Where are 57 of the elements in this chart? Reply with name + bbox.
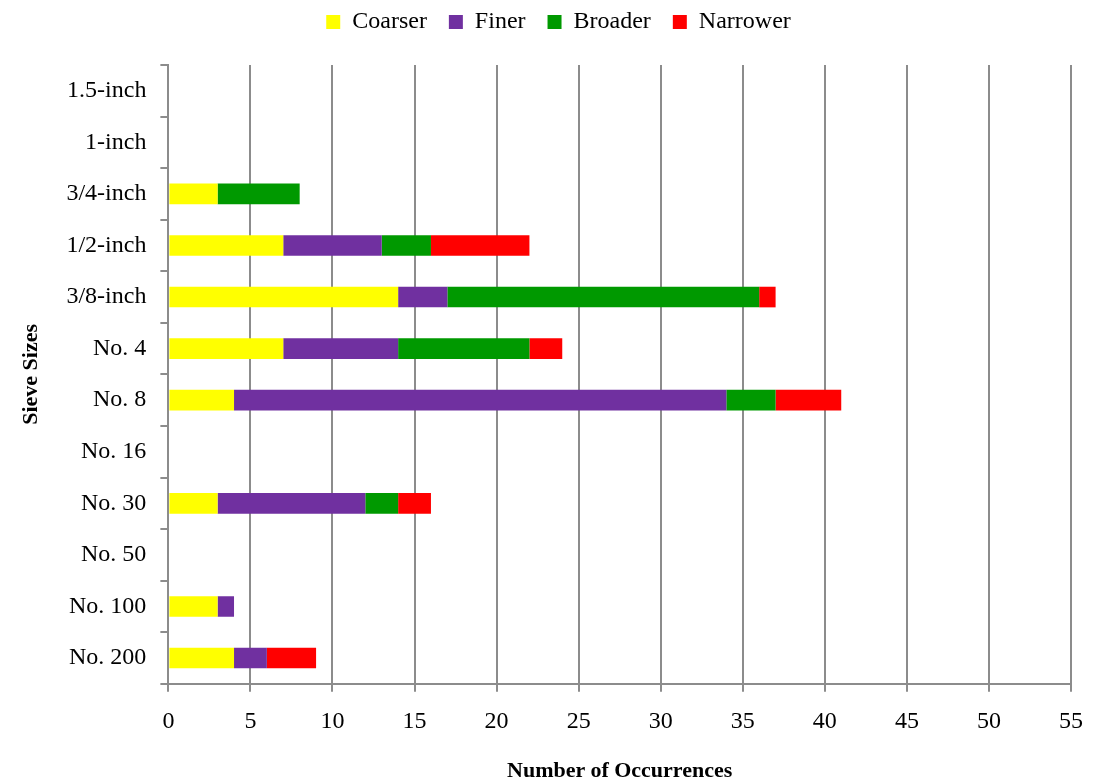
bar (381, 235, 431, 256)
bar (217, 596, 235, 617)
legend-label: Narrower (698, 7, 791, 34)
y-tick-label: 1-inch (85, 127, 147, 154)
legend-label: Coarser (352, 7, 427, 34)
bar (283, 338, 399, 359)
bar (169, 338, 284, 359)
y-tick-label: No. 16 (81, 437, 147, 464)
y-tick-label: 1/2-inch (66, 230, 147, 257)
x-tick-label: 5 (244, 707, 257, 734)
bar (365, 493, 399, 514)
bar (775, 389, 842, 411)
y-tick-label: 3/8-inch (66, 282, 147, 309)
x-tick-label: 40 (812, 707, 837, 734)
x-tick-label: 10 (320, 707, 345, 734)
y-tick-label: No. 100 (69, 591, 147, 618)
bar (217, 493, 366, 514)
bar (759, 286, 776, 308)
y-tick-label: No. 30 (81, 488, 147, 515)
bar (398, 493, 431, 514)
bar (169, 235, 284, 256)
bar (234, 389, 727, 411)
y-tick-label: No. 200 (69, 643, 147, 670)
bar (266, 647, 317, 669)
bar (169, 183, 218, 205)
bar (169, 647, 235, 669)
x-tick-label: 50 (976, 707, 1001, 734)
bar (169, 596, 218, 617)
y-tick-label: 1.5-inch (67, 76, 147, 103)
bar (234, 647, 267, 669)
bar (169, 389, 235, 411)
x-axis-title: Number of Occurrences (507, 757, 733, 782)
bar (529, 338, 563, 359)
bar (430, 235, 530, 256)
y-axis-title: Sieve Sizes (16, 323, 42, 425)
y-tick-label: No. 50 (81, 540, 147, 567)
x-tick-label: 0 (162, 707, 175, 734)
x-tick-label: 30 (648, 707, 673, 734)
x-tick-label: 35 (730, 707, 755, 734)
bar (726, 389, 776, 411)
bar (169, 286, 399, 308)
x-tick-label: 25 (566, 707, 591, 734)
bar (283, 235, 382, 256)
y-tick-label: No. 4 (93, 333, 147, 360)
x-tick-label: 20 (484, 707, 509, 734)
bar (447, 286, 760, 308)
legend-label: Broader (573, 7, 651, 34)
bar (398, 286, 448, 308)
x-tick-label: 45 (894, 707, 919, 734)
x-tick-label: 55 (1059, 707, 1083, 734)
legend-label: Finer (474, 7, 526, 34)
bar (169, 493, 218, 514)
bar (217, 183, 300, 205)
x-tick-label: 15 (402, 707, 427, 734)
bar (398, 338, 530, 359)
y-tick-label: No. 8 (93, 385, 147, 412)
y-tick-label: 3/4-inch (66, 179, 147, 206)
